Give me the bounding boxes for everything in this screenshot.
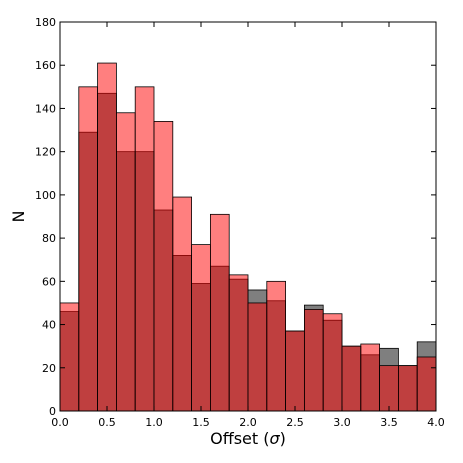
histogram-bar-series-2 — [78, 86, 99, 412]
x-tick-label: 0.5 — [98, 416, 116, 429]
x-axis-title-symbol: σ — [270, 429, 281, 448]
y-tick-label: 120 — [35, 146, 56, 159]
histogram-bar-series-2 — [247, 302, 268, 412]
histogram-bar-series-2 — [285, 330, 305, 412]
histogram-bar-series-2 — [341, 345, 362, 412]
x-tick-label: 3.0 — [333, 416, 351, 429]
histogram-bar-series-2 — [97, 62, 117, 412]
x-tick-label: 2.5 — [286, 416, 304, 429]
x-tick-label: 0.0 — [51, 416, 69, 429]
histogram-bar-series-2 — [266, 280, 286, 412]
y-tick-label: 40 — [42, 319, 56, 332]
x-tick-label: 1.5 — [192, 416, 210, 429]
histogram-bar-series-2 — [228, 274, 249, 412]
x-axis-title-text: Offset ( — [210, 429, 269, 448]
y-tick-label: 160 — [35, 59, 56, 72]
y-axis-title: N — [9, 211, 28, 223]
histogram-bar-series-2 — [397, 365, 418, 412]
histogram-bar-series-2 — [303, 309, 324, 412]
histogram-bar-series-2 — [191, 244, 211, 412]
histogram-bar-series-2 — [379, 365, 399, 412]
histogram-bar-series-2 — [209, 213, 230, 412]
y-tick-label: 0 — [49, 405, 56, 418]
histogram-bar-series-2 — [116, 112, 136, 412]
x-tick-label: 1.0 — [145, 416, 163, 429]
histogram-bar-series-2 — [134, 86, 155, 412]
y-tick-label: 60 — [42, 275, 56, 288]
y-tick-label: 100 — [35, 189, 56, 202]
x-tick-label: 4.0 — [427, 416, 445, 429]
y-tick-label: 180 — [35, 16, 56, 29]
x-tick-label: 2.0 — [239, 416, 257, 429]
ticks-layer: 0.0 0.5 1.0 1.5 2.0 2.5 3.0 3.5 4.0 0 20 40 60 80 100 1… — [35, 16, 445, 429]
histogram-bar-series-2 — [322, 313, 343, 412]
x-axis-title-close: ) — [280, 429, 286, 448]
x-tick-label: 3.5 — [380, 416, 398, 429]
y-tick-label: 20 — [42, 362, 56, 375]
histogram-bar-series-2 — [360, 343, 380, 412]
bars-layer — [59, 62, 437, 412]
histogram-bar-series-2 — [59, 302, 80, 412]
histogram-bar-series-2 — [153, 121, 174, 412]
histogram-bar-series-2 — [416, 356, 437, 412]
x-axis-title: Offset (σ) — [210, 429, 286, 448]
y-tick-label: 140 — [35, 102, 56, 115]
histogram-bar-series-2 — [172, 196, 193, 412]
y-tick-label: 80 — [42, 232, 56, 245]
